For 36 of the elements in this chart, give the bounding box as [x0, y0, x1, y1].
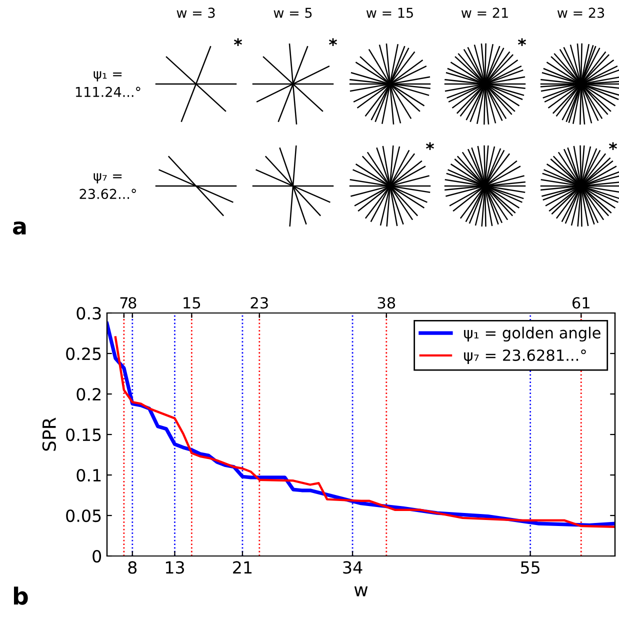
- legend-label: ψ₇ = 23.6281...°: [464, 349, 586, 364]
- x-tick-label: 8: [128, 561, 137, 574]
- text: ψ₁ = 111.24...°: [76, 71, 140, 97]
- y-tick-label: 0.05: [66, 509, 101, 522]
- x-tick-label: 34: [343, 561, 362, 574]
- text: w = 23: [557, 8, 604, 18]
- text: *: [518, 38, 526, 46]
- x2-tick-label: 15: [184, 297, 200, 309]
- text: w = 21: [461, 8, 508, 18]
- x2-tick-label: 61: [572, 297, 590, 309]
- x2-tick-label: 38: [378, 297, 396, 309]
- text: a: [12, 221, 26, 235]
- x-tick-label: 55: [521, 561, 540, 574]
- y-tick-label: 0.1: [76, 468, 101, 482]
- x-axis-title: w: [354, 586, 368, 596]
- y-tick-label: 0.2: [76, 388, 100, 401]
- legend-label: ψ₁ = golden angle: [464, 326, 600, 342]
- x2-tick-label: 23: [250, 297, 268, 309]
- x-tick-label: 21: [233, 561, 252, 574]
- y-tick-label: 0.25: [66, 347, 101, 360]
- text: *: [328, 38, 338, 46]
- x-tick-label: 13: [166, 561, 184, 574]
- y-axis-title: SPR: [42, 418, 56, 451]
- text: w = 15: [366, 8, 413, 18]
- text: b: [14, 586, 28, 605]
- text: *: [426, 142, 434, 150]
- text: *: [234, 38, 242, 46]
- text: *: [608, 142, 618, 150]
- y-tick-label: 0.3: [76, 306, 101, 320]
- x2-tick-label: 8: [128, 297, 136, 309]
- x2-tick-label: 7: [120, 297, 128, 308]
- text: w = 5: [274, 8, 312, 18]
- text: w = 3: [176, 8, 215, 18]
- text: ψ₇ = 23.62...°: [80, 173, 136, 200]
- y-tick-label: 0: [92, 550, 102, 563]
- y-tick-label: 0.15: [66, 428, 101, 442]
